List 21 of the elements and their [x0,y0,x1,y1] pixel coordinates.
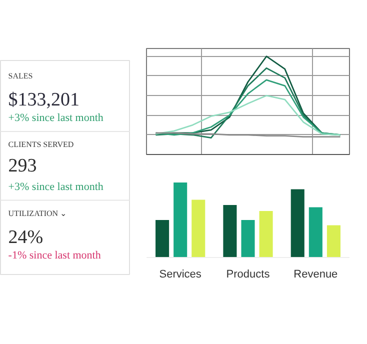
text: +3% since last month [8,180,104,193]
bar [192,200,206,258]
text: +3% since last month [8,112,104,124]
bar [308,207,322,258]
bar [259,211,273,258]
bar [290,189,304,258]
text: CLIENTS SERVED [8,140,74,150]
x-tick-label: Revenue [294,268,338,280]
text: 24% [8,227,44,248]
x-tick-label: Products [226,268,270,280]
text: 293 [8,155,37,176]
text: UTILIZATION ⌄ [8,208,68,218]
text: -1% since last month [8,250,102,262]
bar [156,220,170,258]
bar [223,205,237,258]
bar [241,220,255,258]
x-tick-label: Services [159,268,202,280]
bar [326,225,340,258]
bar [174,182,188,258]
text: SALES [8,71,33,80]
text: $133,201 [8,90,80,111]
